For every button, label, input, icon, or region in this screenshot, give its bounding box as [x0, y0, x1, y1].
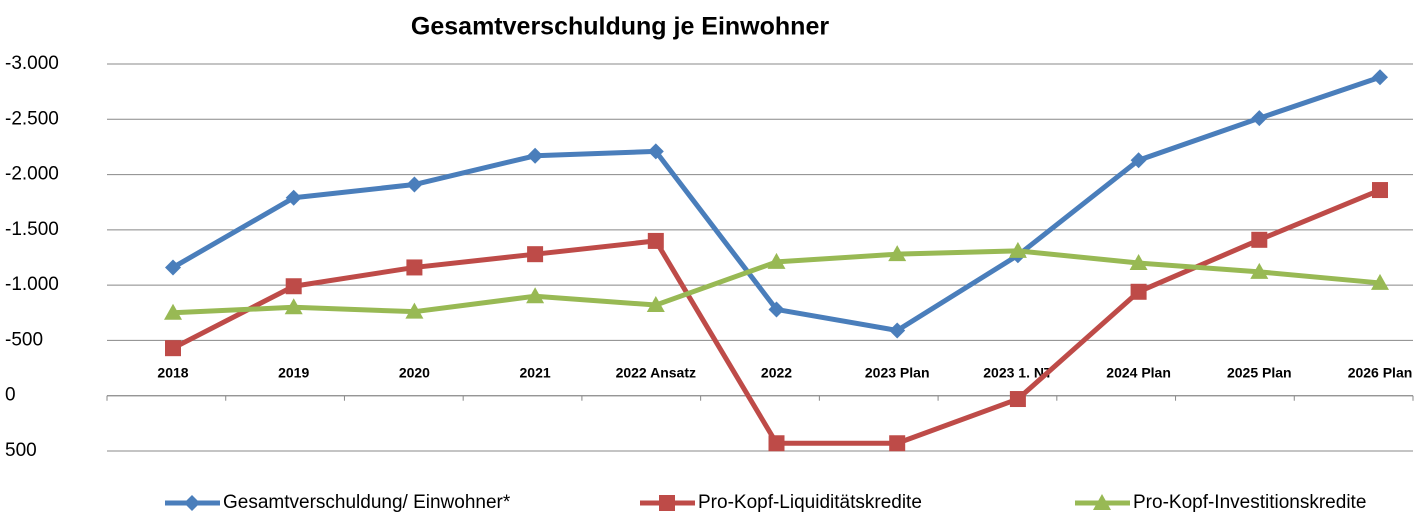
x-tick-label: 2020 [399, 364, 430, 380]
marker [659, 495, 675, 511]
marker [646, 296, 665, 313]
marker [406, 176, 423, 193]
y-tick-label: -1.000 [5, 274, 59, 295]
x-tick-label: 2024 Plan [1106, 364, 1171, 380]
marker [768, 301, 785, 318]
marker [285, 189, 302, 206]
marker [888, 245, 907, 262]
marker [1008, 241, 1027, 258]
marker [1009, 391, 1026, 408]
marker [1130, 152, 1147, 169]
marker [527, 246, 544, 263]
marker [165, 259, 181, 276]
x-tick-label: 2023 1. NT [983, 364, 1053, 380]
marker [889, 435, 906, 452]
marker [1372, 69, 1388, 86]
y-tick-label: -1.500 [5, 219, 59, 240]
marker [1130, 283, 1147, 300]
x-tick-label: 2021 [520, 364, 551, 380]
legend-item: Pro-Kopf-Liquiditätskredite [640, 492, 922, 513]
x-tick-label: 2026 Plan [1348, 364, 1413, 380]
x-tick-label: 2025 Plan [1227, 364, 1292, 380]
x-tick-label: 2022 Ansatz [616, 364, 696, 380]
x-tick-label: 2022 [761, 364, 792, 380]
legend-label: Gesamtverschuldung/ Einwohner* [223, 492, 511, 513]
marker [1129, 254, 1148, 271]
y-tick-label: -500 [5, 329, 43, 350]
marker [1093, 494, 1111, 510]
marker [1372, 182, 1388, 199]
marker [889, 322, 906, 339]
chart-title: Gesamtverschuldung je Einwohner [411, 13, 829, 41]
marker [647, 143, 664, 160]
legend-label: Pro-Kopf-Liquiditätskredite [698, 492, 922, 513]
marker [767, 252, 786, 269]
marker [406, 259, 423, 276]
marker [1371, 273, 1389, 290]
marker [405, 302, 424, 319]
legend-item: Gesamtverschuldung/ Einwohner* [165, 492, 511, 513]
marker [184, 495, 200, 511]
marker [1251, 110, 1268, 127]
y-tick-label: 0 [5, 385, 16, 406]
marker [1250, 262, 1269, 279]
y-tick-label: -2.000 [5, 164, 59, 185]
series-line [171, 74, 1381, 333]
x-tick-label: 2023 Plan [865, 364, 930, 380]
y-tick-label: -3.000 [5, 53, 59, 74]
legend-label: Pro-Kopf-Investitionskredite [1133, 492, 1366, 513]
marker [768, 435, 785, 452]
legend-item: Pro-Kopf-Investitionskredite [1075, 492, 1366, 513]
x-tick-label: 2018 [157, 364, 188, 380]
x-tick-label: 2019 [278, 364, 309, 380]
marker [285, 278, 302, 295]
marker [1251, 231, 1268, 248]
marker [647, 232, 664, 249]
marker [526, 287, 545, 304]
marker [527, 147, 544, 164]
marker [284, 298, 303, 315]
marker [165, 340, 181, 357]
y-tick-label: 500 [5, 440, 37, 461]
y-tick-label: -2.500 [5, 108, 59, 129]
marker [164, 303, 182, 320]
